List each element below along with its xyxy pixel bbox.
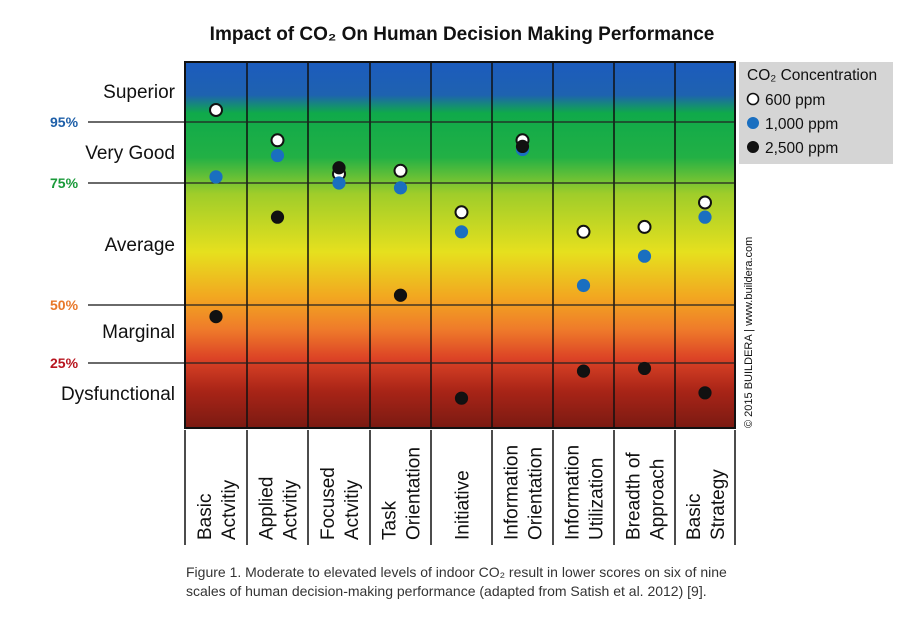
- data-point-1000ppmppm: [393, 181, 408, 195]
- data-point-1000ppmppm: [637, 249, 652, 263]
- data-point-1000ppmppm: [698, 210, 712, 224]
- category-label: Orientation: [526, 447, 547, 540]
- category-label: Actvitiy: [219, 479, 240, 540]
- category-label: Basic: [684, 494, 705, 540]
- data-point-2500ppmppm: [576, 364, 591, 378]
- category-label: Actvitiy: [342, 479, 363, 540]
- data-point-1000ppmppm: [576, 278, 591, 293]
- category-label: Information: [502, 445, 523, 540]
- legend-label: 1,000 ppm: [765, 116, 838, 133]
- data-point-600ppmppm: [393, 163, 408, 178]
- category-label: Basic: [195, 494, 216, 540]
- figure-caption: Figure 1. Moderate to elevated levels of…: [186, 563, 826, 601]
- data-point-2500ppmppm: [454, 391, 469, 405]
- category-label: Focused: [318, 467, 339, 540]
- data-point-2500ppmppm: [637, 361, 652, 376]
- caption-line: scales of human decision-making performa…: [186, 583, 707, 599]
- legend-label: 2,500 ppm: [765, 140, 838, 157]
- band-label: Marginal: [102, 322, 175, 343]
- category-label: Applied: [257, 477, 278, 540]
- percentile-tick-label: 75%: [50, 175, 79, 191]
- chart-title: Impact of CO₂ On Human Decision Making P…: [210, 24, 715, 45]
- data-point-1000ppmppm: [209, 170, 223, 184]
- percentile-tick-label: 95%: [50, 114, 79, 130]
- data-point-600ppmppm: [698, 195, 712, 210]
- data-point-2500ppmppm: [393, 288, 408, 302]
- credit-text: © 2015 BUILDERA | www.buildera.com: [743, 237, 755, 428]
- percentile-tick-label: 25%: [50, 355, 79, 371]
- legend-marker: [747, 117, 759, 129]
- plot-border: [184, 61, 736, 429]
- legend-label: 600 ppm: [765, 92, 825, 109]
- data-point-1000ppmppm: [332, 176, 346, 190]
- category-label: Information: [563, 445, 584, 540]
- data-point-600ppmppm: [270, 133, 285, 148]
- caption-line: Figure 1. Moderate to elevated levels of…: [186, 564, 727, 580]
- legend-marker: [747, 141, 759, 153]
- data-point-2500ppmppm: [332, 161, 346, 175]
- data-point-600ppmppm: [454, 205, 469, 220]
- data-point-600ppmppm: [576, 224, 591, 239]
- data-point-1000ppmppm: [270, 148, 285, 163]
- category-label: Breadth of: [624, 452, 645, 540]
- percentile-tick-label: 50%: [50, 297, 79, 313]
- band-label: Very Good: [85, 143, 175, 164]
- category-label: Utilization: [587, 458, 608, 540]
- band-label: Superior: [103, 82, 175, 103]
- category-label: Orientation: [404, 447, 425, 540]
- data-point-2500ppmppm: [209, 310, 223, 324]
- data-point-2500ppmppm: [515, 139, 530, 153]
- category-label: Approach: [648, 459, 669, 540]
- legend-marker: [746, 92, 760, 106]
- data-point-2500ppmppm: [270, 210, 285, 224]
- legend-title: CO₂ Concentration: [747, 67, 877, 84]
- plot-background: [185, 62, 735, 428]
- data-point-600ppmppm: [637, 219, 652, 234]
- data-point-600ppmppm: [209, 103, 223, 117]
- band-label: Average: [105, 235, 175, 256]
- category-label: Actvitiy: [281, 479, 302, 540]
- band-label: Dysfunctional: [61, 384, 175, 405]
- data-point-1000ppmppm: [454, 225, 469, 239]
- category-label: Strategy: [708, 469, 729, 540]
- data-point-2500ppmppm: [698, 386, 712, 400]
- category-label: Task: [380, 500, 401, 540]
- legend-box: [739, 62, 893, 164]
- category-label: Initiative: [453, 470, 474, 540]
